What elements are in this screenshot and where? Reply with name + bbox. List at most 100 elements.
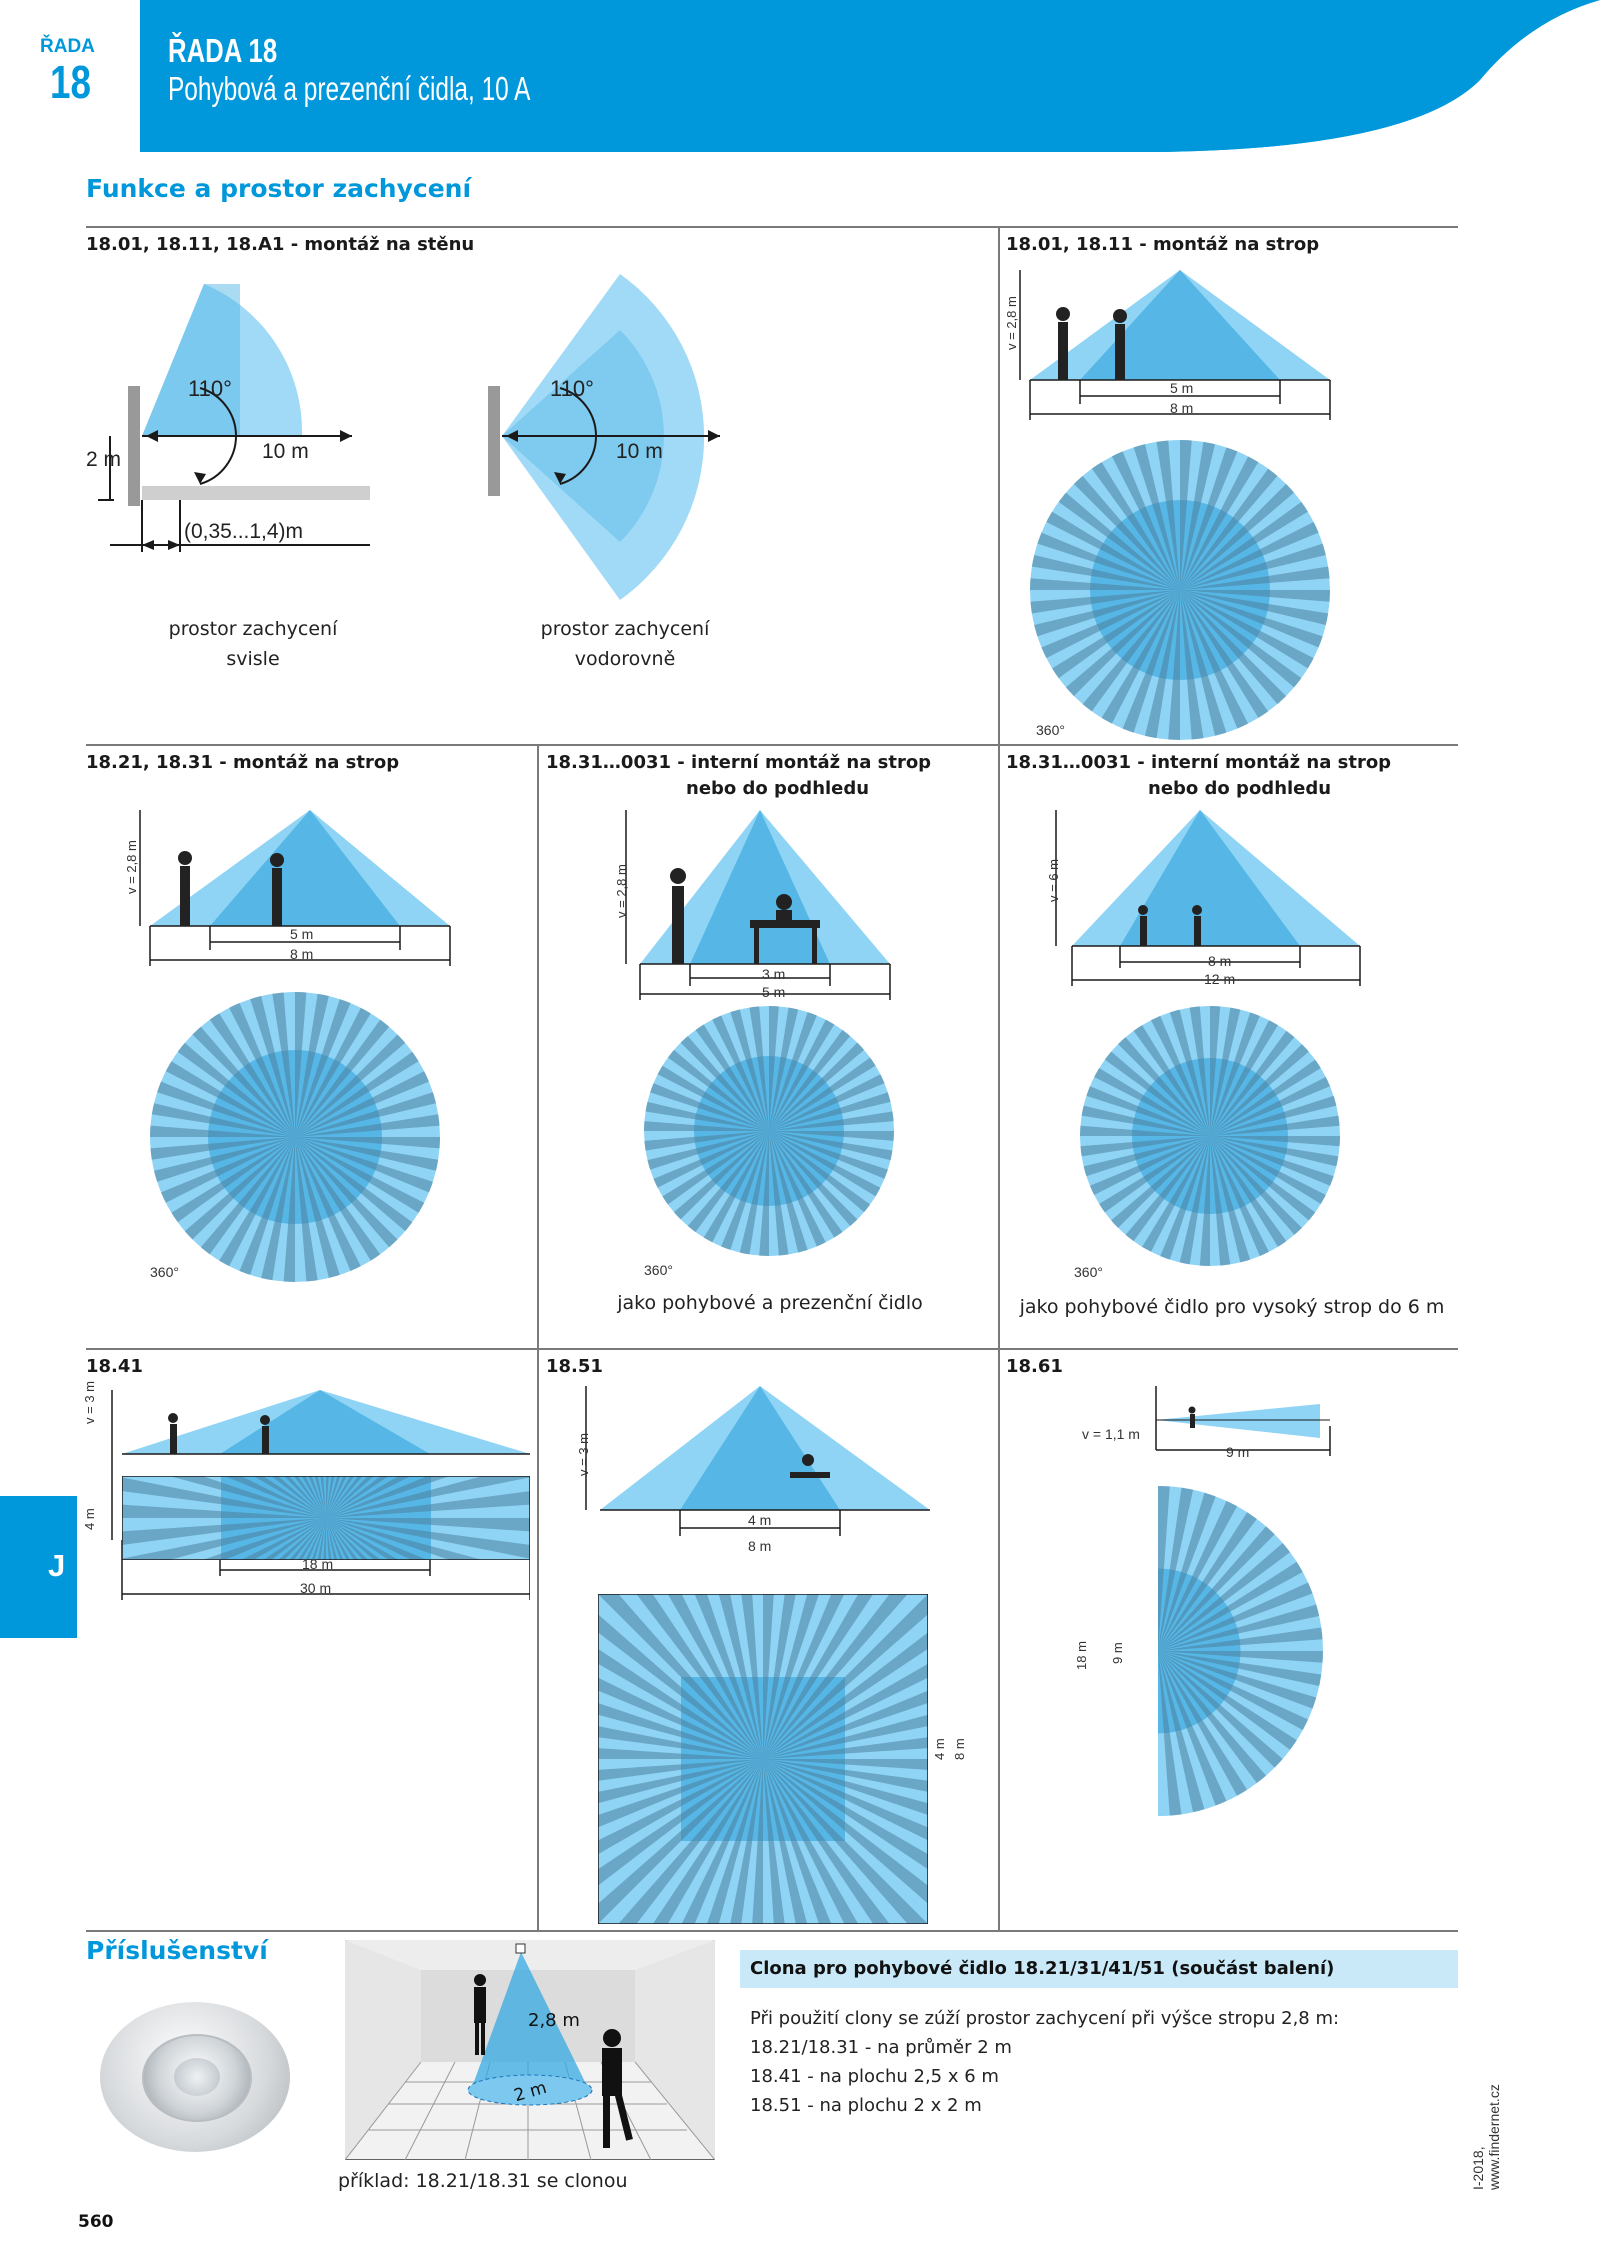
caption-line: prostor zachycení	[168, 618, 338, 640]
table-top-rule	[86, 226, 1458, 228]
finder-logo-icon	[1215, 64, 1255, 104]
cell-title-1841: 18.41	[86, 1356, 143, 1377]
c1851-square	[598, 1594, 928, 1924]
accessory-example-room	[345, 1940, 715, 2160]
accessory-box-title: Clona pro pohybové čidlo 18.21/31/41/51 …	[750, 1958, 1335, 1979]
c1851-inner: 4 m	[748, 1512, 772, 1528]
header-subtitle: Pohybová a prezenční čidla, 10 A	[168, 70, 531, 107]
cell-title-internal-a-2: nebo do podhledu	[686, 778, 870, 799]
wall-vertical-diagram	[98, 284, 370, 552]
cell-title-internal-b-1: 18.31…0031 - interní montáž na strop	[1006, 752, 1392, 773]
ceiling-b-side-view	[139, 810, 451, 966]
col-rule-b	[998, 744, 1000, 1932]
ceiling-b-height: v = 2,8 m	[124, 840, 139, 894]
section-heading-function: Funkce a prostor zachycení	[86, 174, 472, 203]
c1861-half-circle	[1158, 1486, 1327, 1816]
ceiling-a-inner: 5 m	[1170, 380, 1194, 396]
wall-v-offset: (0,35...1,4)m	[184, 520, 304, 543]
internal-b-circle	[1080, 1006, 1340, 1266]
internal-a-angle: 360°	[644, 1262, 673, 1278]
page-number: 560	[78, 2212, 114, 2232]
internal-b-height: v = 6 m	[1046, 859, 1061, 902]
side-tab-letter: J	[48, 1548, 66, 1583]
cell-title-1851: 18.51	[546, 1356, 603, 1377]
table-bottom-rule	[86, 1930, 1458, 1932]
c1861-range: 9 m	[1226, 1444, 1250, 1460]
example-height: 2,8 m	[528, 2010, 580, 2031]
c1861-side-inner: 9 m	[1110, 1642, 1125, 1664]
finder-logo-text: finder	[1260, 64, 1363, 107]
accessory-line: Při použití clony se zúží prostor zachyc…	[750, 2008, 1340, 2029]
internal-a-outer: 5 m	[762, 984, 786, 1000]
c1851-outer: 8 m	[748, 1538, 772, 1554]
header-curve	[1150, 0, 1600, 160]
ceiling-b-outer: 8 m	[290, 946, 314, 962]
internal-b-angle: 360°	[1074, 1264, 1103, 1280]
internal-a-caption: jako pohybové a prezenční čidlo	[617, 1292, 923, 1314]
row-rule-2	[86, 1348, 1458, 1350]
ceiling-a-side-view	[1019, 270, 1331, 420]
accessory-line: 18.21/18.31 - na průměr 2 m	[750, 2037, 1012, 2058]
c1841-height: v = 3 m	[82, 1381, 97, 1424]
ceiling-a-height: v = 2,8 m	[1004, 296, 1019, 350]
example-caption: příklad: 18.21/18.31 se clonou	[338, 2170, 628, 2192]
c1841-diagram	[111, 1390, 530, 1600]
col-rule-a	[537, 744, 539, 1932]
internal-a-circle	[644, 1006, 894, 1256]
c1841-inner: 18 m	[302, 1556, 334, 1572]
ceiling-b-inner: 5 m	[290, 926, 314, 942]
wall-h-angle: 110°	[550, 376, 594, 401]
cell-title-ceiling-b: 18.21, 18.31 - montáž na strop	[86, 752, 400, 773]
c1851-side-outer: 8 m	[952, 1738, 967, 1760]
c1851-height: v = 3 m	[576, 1433, 591, 1476]
c1861-side-view	[1155, 1386, 1331, 1456]
cell-title-ceiling-a: 18.01, 18.11 - montáž na strop	[1006, 234, 1320, 255]
c1851-side-inner: 4 m	[932, 1738, 947, 1760]
accessory-line: 18.51 - na plochu 2 x 2 m	[750, 2095, 982, 2116]
ceiling-a-outer: 8 m	[1170, 400, 1194, 416]
wall-v-range: 10 m	[262, 440, 309, 463]
ceiling-a-angle: 360°	[1036, 722, 1065, 738]
c1841-outer: 30 m	[300, 1580, 332, 1596]
cell-title-wall: 18.01, 18.11, 18.A1 - montáž na stěnu	[86, 234, 475, 255]
c1861-height: v = 1,1 m	[1082, 1426, 1140, 1442]
internal-a-inner: 3 m	[762, 966, 786, 982]
c1861-side-outer: 18 m	[1074, 1641, 1089, 1670]
side-tab	[0, 1496, 77, 1638]
cell-title-1861: 18.61	[1006, 1356, 1063, 1377]
accessory-line: 18.41 - na plochu 2,5 x 6 m	[750, 2066, 999, 2087]
internal-a-side-view	[625, 810, 891, 1000]
col-rule-row1	[998, 226, 1000, 746]
series-number: 18	[50, 56, 91, 108]
row-rule-1	[86, 744, 1458, 746]
wall-v-height: 2 m	[86, 448, 122, 471]
vertical-note: I-2018, www.findernet.cz	[1470, 2084, 1502, 2190]
section-heading-accessories: Příslušenství	[86, 1936, 268, 1965]
header-title: ŘADA 18	[168, 32, 278, 69]
cell-title-internal-b-2: nebo do podhledu	[1148, 778, 1332, 799]
accessory-box-body: Při použití clony se zúží prostor zachyc…	[750, 2004, 1339, 2120]
ceiling-a-circle	[1030, 440, 1330, 740]
ceiling-b-angle: 360°	[150, 1264, 179, 1280]
wall-h-caption: prostor zachycení vodorovně	[490, 614, 760, 674]
internal-b-inner: 8 m	[1208, 953, 1232, 969]
c1841-strip	[122, 1476, 530, 1560]
caption-line: svisle	[226, 648, 280, 670]
internal-b-caption: jako pohybové čidlo pro vysoký strop do …	[1019, 1296, 1445, 1318]
wall-h-range: 10 m	[616, 440, 663, 463]
caption-line: vodorovně	[574, 648, 676, 670]
c1851-side-view	[585, 1386, 930, 1536]
accessory-box-header	[740, 1950, 1458, 1988]
wall-v-angle: 110°	[188, 376, 232, 401]
caption-line: prostor zachycení	[540, 618, 710, 640]
accessory-photo	[96, 1996, 296, 2156]
c1841-width: 4 m	[82, 1508, 97, 1530]
series-prefix: ŘADA	[40, 36, 95, 57]
wall-v-caption: prostor zachycení svisle	[118, 614, 388, 674]
internal-a-height: v = 2,8 m	[614, 864, 629, 918]
cell-title-internal-a-1: 18.31…0031 - interní montáž na strop	[546, 752, 932, 773]
internal-b-outer: 12 m	[1204, 971, 1236, 987]
wall-horizontal-diagram	[488, 274, 720, 600]
internal-b-side-view	[1055, 810, 1361, 986]
ceiling-b-circle	[150, 992, 440, 1282]
